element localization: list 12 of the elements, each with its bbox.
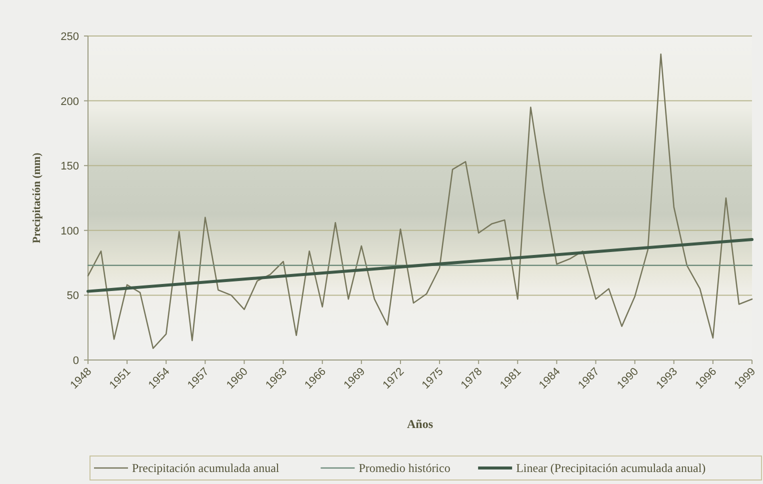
- y-tick-label: 150: [60, 160, 79, 173]
- y-axis-title: Precipitación (mm): [31, 152, 43, 244]
- y-tick-label: 200: [60, 96, 79, 108]
- x-axis-title: Años: [406, 417, 434, 431]
- line-series: [87, 53, 753, 349]
- y-tick-label: 0: [72, 355, 79, 367]
- y-tick-label: 250: [60, 31, 79, 43]
- legend-label: Promedio histórico: [358, 461, 450, 475]
- y-tick-label: 100: [60, 225, 79, 238]
- legend-label: Linear (Precipitación acumulada anual): [516, 461, 706, 475]
- y-tick-label: 50: [66, 290, 79, 302]
- legend-label: Precipitación acumulada anual: [132, 461, 280, 475]
